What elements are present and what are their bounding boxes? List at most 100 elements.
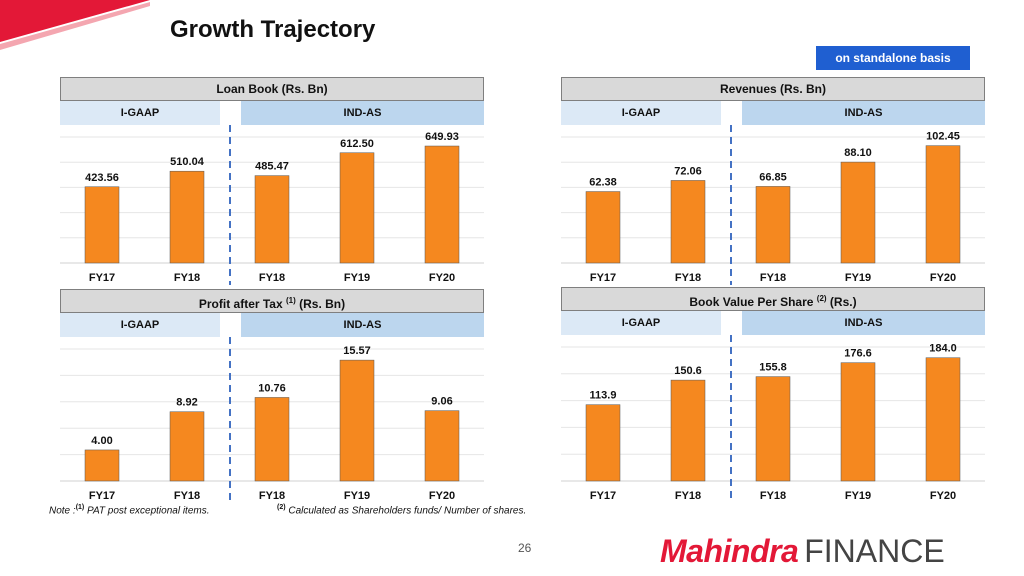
pat-title-unit: (Rs. Bn) <box>299 297 346 311</box>
data-label: 612.50 <box>340 138 374 150</box>
indas-label: IND-AS <box>742 311 985 335</box>
x-tick-label: FY20 <box>429 490 455 502</box>
bar <box>424 410 460 482</box>
bar <box>755 186 791 264</box>
x-tick-label: FY19 <box>845 272 871 284</box>
x-tick-label: FY19 <box>845 490 871 502</box>
data-label: 72.06 <box>674 165 702 177</box>
data-label: 113.9 <box>590 390 617 402</box>
x-tick-label: FY17 <box>590 490 616 502</box>
data-label: 150.6 <box>674 365 702 377</box>
bar <box>670 379 706 482</box>
logo-finance: FINANCE <box>804 533 945 569</box>
page-number: 26 <box>518 541 532 555</box>
pat-chart: 4.00 FY17 8.92 FY18 10.76 FY18 15.57 FY19 9.06 FY… <box>60 337 484 503</box>
bar <box>925 357 961 482</box>
x-tick-label: FY18 <box>174 490 200 502</box>
pat-panel: Profit after Tax (1) (Rs. Bn) I-GAAP IND… <box>60 289 484 504</box>
indas-label: IND-AS <box>241 313 484 337</box>
revenues-panel: Revenues (Rs. Bn) I-GAAP IND-AS 62.38 FY1… <box>561 77 985 287</box>
data-label: 10.76 <box>258 382 286 394</box>
igaap-label: I-GAAP <box>60 313 220 337</box>
pat-title: Profit after Tax (1) (Rs. Bn) <box>60 289 484 313</box>
x-tick-label: FY20 <box>930 272 956 284</box>
x-tick-label: FY20 <box>429 272 455 284</box>
data-label: 88.10 <box>844 147 872 159</box>
bar <box>84 186 120 264</box>
x-tick-label: FY18 <box>675 272 701 284</box>
bar <box>670 180 706 264</box>
bar <box>169 411 205 482</box>
x-tick-label: FY17 <box>89 272 115 284</box>
data-label: 66.85 <box>759 171 787 183</box>
igaap-label: I-GAAP <box>561 101 721 125</box>
mahindra-finance-logo: Mahindra FINANCE <box>660 532 945 570</box>
data-label: 176.6 <box>844 348 872 360</box>
x-tick-label: FY18 <box>259 490 285 502</box>
data-label: 62.38 <box>589 177 617 189</box>
loan-book-chart: 423.56 FY17 510.04 FY18 485.47 FY18 612.50 FY19… <box>60 125 484 285</box>
bar <box>339 152 375 264</box>
note-text-1: PAT post exceptional items. <box>87 505 210 517</box>
data-label: 4.00 <box>91 435 112 447</box>
footnote-2: (2) Calculated as Shareholders funds/ Nu… <box>277 504 526 516</box>
note-sup-1: (1) <box>75 504 85 511</box>
bvps-title: Book Value Per Share (2) (Rs.) <box>561 287 985 311</box>
note-sup-2: (2) <box>277 504 286 511</box>
pat-title-text: Profit after Tax <box>198 297 283 311</box>
data-label: 510.04 <box>170 156 205 168</box>
data-label: 423.56 <box>85 172 119 184</box>
bar <box>840 161 876 264</box>
x-tick-label: FY19 <box>344 490 370 502</box>
x-tick-label: FY19 <box>344 272 370 284</box>
x-tick-label: FY18 <box>675 490 701 502</box>
corner-decoration <box>0 0 150 50</box>
data-label: 649.93 <box>425 131 459 143</box>
revenues-title: Revenues (Rs. Bn) <box>561 77 985 101</box>
loan-book-panel: Loan Book (Rs. Bn) I-GAAP IND-AS 423.56 F… <box>60 77 484 287</box>
bvps-title-text: Book Value Per Share <box>689 295 814 309</box>
bar <box>585 191 621 264</box>
bar <box>254 175 290 264</box>
bar <box>424 145 460 264</box>
data-label: 15.57 <box>343 345 371 357</box>
data-label: 102.45 <box>926 131 960 143</box>
bar <box>254 397 290 482</box>
bar <box>169 170 205 264</box>
data-label: 184.0 <box>929 343 957 355</box>
page-title: Growth Trajectory <box>170 16 376 43</box>
bar <box>925 145 961 264</box>
loan-book-title: Loan Book (Rs. Bn) <box>60 77 484 101</box>
x-tick-label: FY20 <box>930 490 956 502</box>
igaap-label: I-GAAP <box>561 311 721 335</box>
bar <box>585 404 621 482</box>
note-text-2: Calculated as Shareholders funds/ Number… <box>288 505 527 517</box>
data-label: 9.06 <box>431 396 452 408</box>
bar <box>840 362 876 482</box>
data-label: 485.47 <box>255 161 289 173</box>
indas-label: IND-AS <box>241 101 484 125</box>
bvps-title-unit: (Rs.) <box>829 295 857 309</box>
footnote-1: Note :(1) PAT post exceptional items. <box>49 504 210 516</box>
bar <box>755 376 791 482</box>
x-tick-label: FY17 <box>590 272 616 284</box>
standalone-basis-badge: on standalone basis <box>816 46 970 70</box>
bvps-chart: 113.9 FY17 150.6 FY18 155.8 FY18 176.6 FY19 184.… <box>561 335 985 503</box>
bar <box>84 449 120 482</box>
pat-title-footnote: (1) <box>286 296 296 305</box>
x-tick-label: FY18 <box>174 272 200 284</box>
revenues-chart: 62.38 FY17 72.06 FY18 66.85 FY18 88.10 FY19 102.… <box>561 125 985 285</box>
logo-mahindra: Mahindra <box>660 533 799 569</box>
igaap-label: I-GAAP <box>60 101 220 125</box>
x-tick-label: FY17 <box>89 490 115 502</box>
bvps-panel: Book Value Per Share (2) (Rs.) I-GAAP IN… <box>561 287 985 504</box>
note-prefix: Note : <box>49 505 76 517</box>
bvps-title-footnote: (2) <box>816 294 827 303</box>
indas-label: IND-AS <box>742 101 985 125</box>
x-tick-label: FY18 <box>259 272 285 284</box>
data-label: 8.92 <box>176 397 197 409</box>
data-label: 155.8 <box>759 362 787 374</box>
bar <box>339 359 375 482</box>
x-tick-label: FY18 <box>760 272 786 284</box>
x-tick-label: FY18 <box>760 490 786 502</box>
